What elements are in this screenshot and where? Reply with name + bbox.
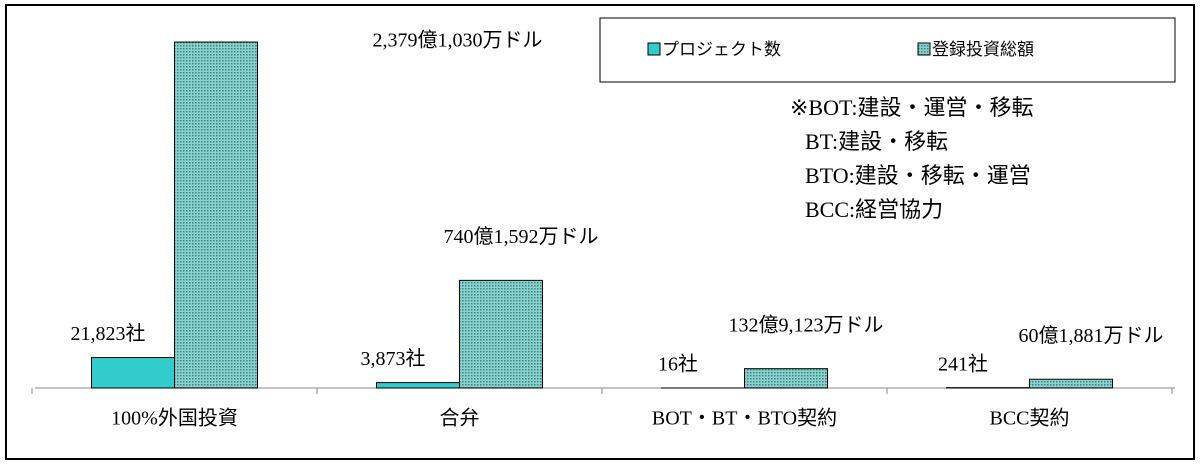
annotation: ※BOT:建設・運営・移転 <box>790 95 1033 120</box>
annotation: BTO:建設・移転・運営 <box>805 163 1031 188</box>
x-tick-label: BCC契約 <box>989 407 1069 430</box>
x-tick-label: BOT・BT・BTO契約 <box>652 407 837 430</box>
bar <box>1029 378 1113 389</box>
legend-label: 登録投資総額 <box>932 40 1034 60</box>
bar <box>91 357 175 389</box>
annotation: BCC:経営協力 <box>805 197 943 222</box>
bar <box>744 368 828 389</box>
data-label: 3,873社 <box>361 347 426 370</box>
data-label: 16社 <box>658 353 698 376</box>
legend-swatch <box>917 42 931 56</box>
legend-label: プロジェクト数 <box>662 40 781 60</box>
data-label: 21,823社 <box>71 322 146 345</box>
x-tick-label: 合弁 <box>440 407 480 430</box>
x-tick-label: 100%外国投資 <box>111 407 238 430</box>
data-label: 132億9,123万ドル <box>729 313 884 336</box>
data-label: 60億1,881万ドル <box>1019 324 1164 347</box>
legend-swatch <box>647 42 661 56</box>
data-label: 740億1,592万ドル <box>444 225 599 248</box>
bar <box>174 41 258 389</box>
data-label: 241社 <box>938 352 988 375</box>
legend <box>599 17 1176 83</box>
annotation: BT:建設・移転 <box>805 129 948 154</box>
data-label: 2,379億1,030万ドル <box>373 29 543 52</box>
bar <box>459 279 543 389</box>
bar <box>376 382 460 389</box>
